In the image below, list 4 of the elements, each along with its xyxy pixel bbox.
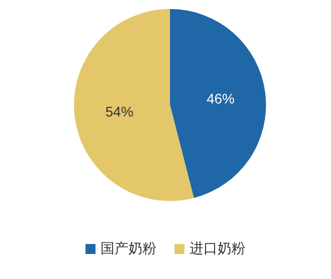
legend-label: 进口奶粉 <box>190 241 246 257</box>
data-label: 46% <box>206 90 235 107</box>
legend-label: 国产奶粉 <box>100 241 156 257</box>
data-label: 54% <box>105 103 134 120</box>
